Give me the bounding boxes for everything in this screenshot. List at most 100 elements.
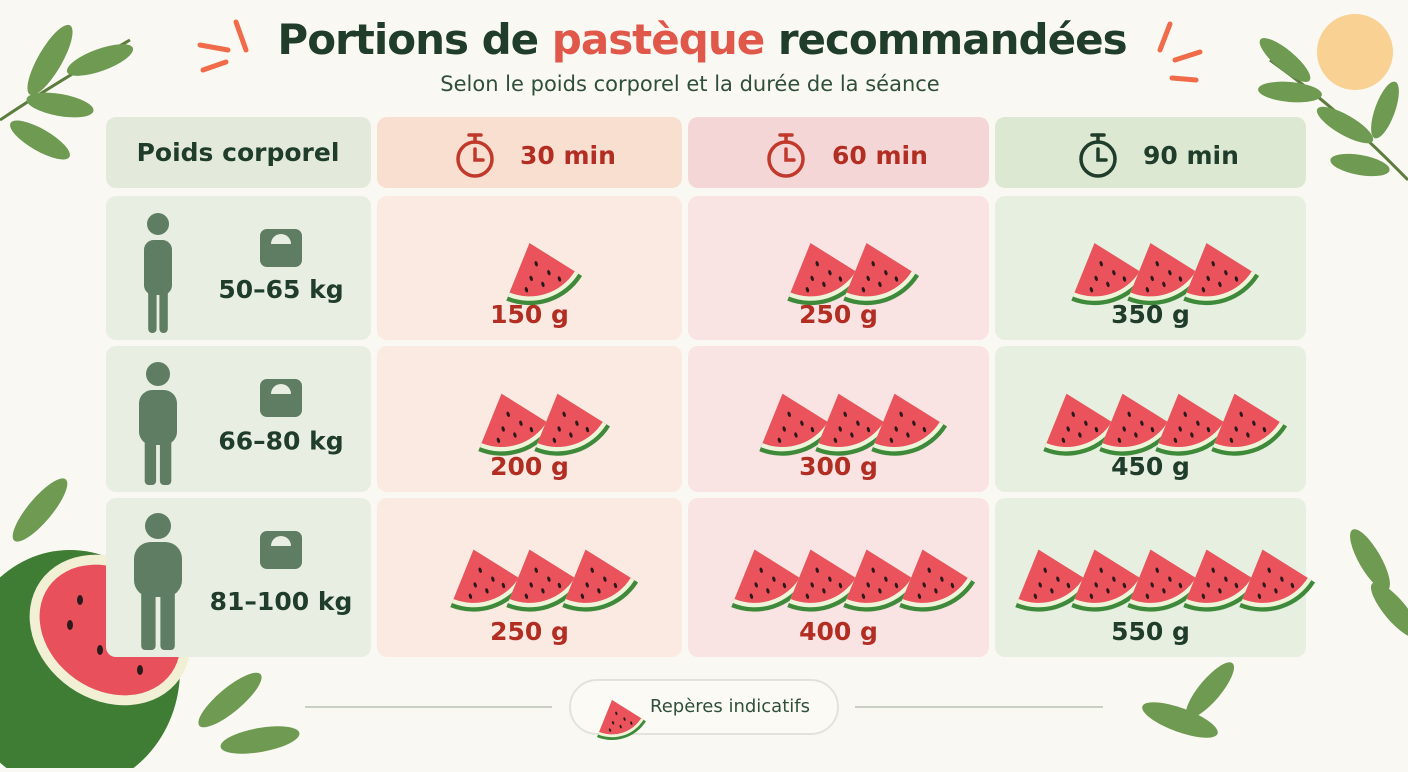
person-leg [144, 434, 157, 485]
seed [1122, 426, 1126, 432]
seed [1178, 582, 1183, 589]
watermelon-slice [562, 549, 639, 612]
flesh [1102, 393, 1168, 447]
person-body [144, 240, 172, 295]
seed [782, 582, 787, 589]
seed [1183, 411, 1187, 418]
seed [884, 269, 888, 276]
seed [585, 582, 589, 588]
seed [810, 426, 815, 433]
flesh [453, 549, 519, 603]
seed [899, 411, 903, 418]
seed [1089, 287, 1094, 293]
seed [927, 567, 931, 573]
seed [541, 281, 545, 288]
person-head [146, 362, 170, 386]
seed [547, 576, 551, 582]
leaves-top-right [1258, 38, 1408, 182]
seed [861, 287, 866, 293]
seed [1134, 432, 1138, 438]
watermelon-slice [1015, 549, 1092, 612]
seed [1190, 432, 1194, 438]
seed [1145, 593, 1150, 599]
flesh [565, 549, 631, 603]
seed [1224, 269, 1228, 276]
seed [478, 567, 482, 573]
seed [866, 275, 870, 282]
seed [608, 728, 612, 732]
person-body [134, 542, 182, 597]
seed [810, 582, 814, 588]
person-icon [134, 513, 182, 650]
flesh [1074, 549, 1140, 603]
sun [1317, 14, 1393, 90]
seed [1050, 588, 1054, 594]
watermelon-slice [815, 393, 892, 456]
watermelon-slice [1071, 243, 1148, 306]
portion-value: 250 g [799, 300, 878, 329]
seed [1099, 261, 1103, 267]
seed [496, 437, 501, 444]
seed [1206, 426, 1211, 433]
seed [1094, 582, 1098, 588]
watermelon-slice [1155, 393, 1232, 456]
watermelon-slice [506, 243, 583, 306]
seed [1043, 567, 1047, 573]
flesh [762, 393, 828, 447]
flesh [1186, 243, 1252, 297]
flesh [874, 393, 940, 447]
seed [884, 576, 888, 582]
watermelon-slice [871, 393, 948, 456]
column-header: 60 min [832, 141, 928, 170]
watermelon-slice [843, 549, 920, 612]
watermelon-slice [731, 549, 808, 612]
seed [1162, 588, 1166, 594]
seed [1117, 437, 1122, 444]
seed [529, 426, 534, 433]
seed [1211, 567, 1215, 573]
portion-value: 150 g [490, 300, 569, 329]
seed [810, 275, 814, 282]
portion-value: 250 g [490, 617, 569, 646]
seed [1127, 411, 1131, 418]
seed [473, 582, 477, 588]
timer-hands [784, 147, 796, 162]
seed [940, 576, 944, 582]
seed [950, 582, 955, 589]
seed [833, 437, 838, 444]
seed [1274, 588, 1278, 594]
seed [585, 426, 590, 433]
seed [894, 582, 899, 589]
watermelon-slice [534, 393, 611, 456]
seed [934, 588, 938, 594]
seed [912, 420, 916, 426]
seed [603, 576, 607, 582]
seed [613, 582, 618, 589]
flesh [818, 393, 884, 447]
watermelon-slice [843, 243, 920, 306]
flesh [1186, 549, 1252, 603]
seed [1201, 593, 1206, 599]
seed [922, 582, 926, 588]
seed [597, 588, 601, 594]
row-label-cell [106, 346, 371, 492]
column-header: Poids corporel [137, 138, 340, 167]
scale-dial [271, 384, 291, 394]
seed [1112, 576, 1116, 582]
seed [894, 426, 898, 432]
seed [1218, 588, 1222, 594]
seed [777, 437, 782, 444]
seed [828, 269, 832, 276]
seed [541, 588, 545, 594]
seed [623, 717, 626, 721]
seed [524, 593, 529, 599]
note: Repères indicatifs [650, 696, 810, 717]
seed [1201, 287, 1206, 293]
seed [838, 582, 843, 589]
seed [766, 588, 770, 594]
scale-body [260, 379, 302, 417]
seed [529, 275, 533, 282]
scale-body [260, 229, 302, 267]
flesh [1214, 393, 1280, 447]
